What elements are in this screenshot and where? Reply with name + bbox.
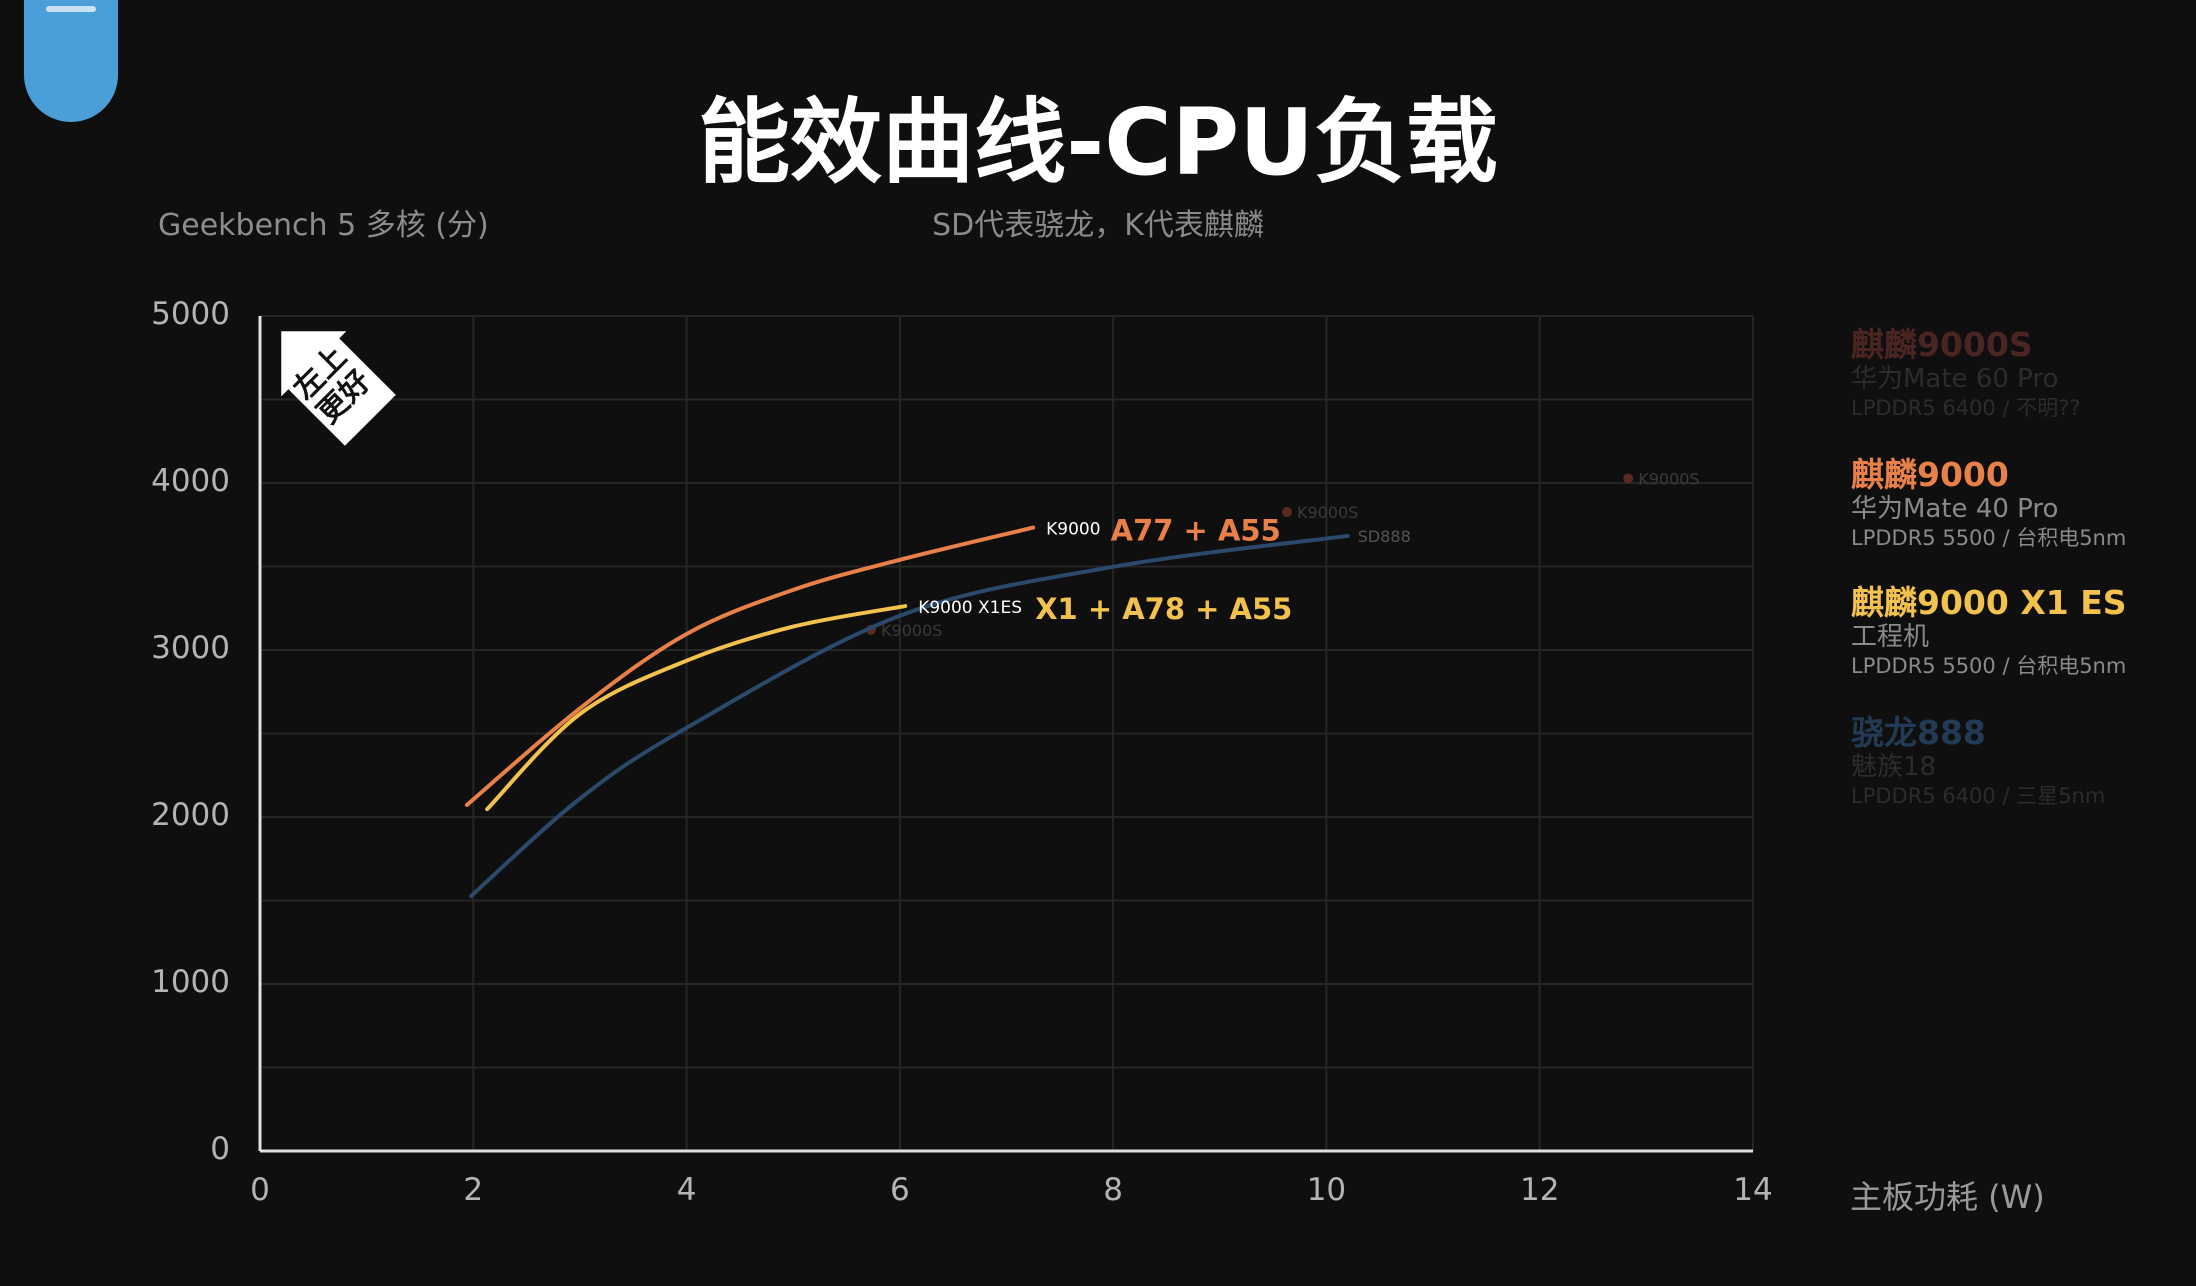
- legend-device: 华为Mate 40 Pro: [1851, 494, 2059, 524]
- arrow-up-left-icon: [281, 331, 396, 446]
- series-end-label: SD888: [1358, 527, 1411, 546]
- legend-title: 麒麟9000: [1851, 455, 2009, 494]
- y-tick-label: 4000: [151, 463, 230, 499]
- logo-mark: [46, 6, 96, 12]
- series-end-label: K9000 X1ES: [918, 598, 1022, 618]
- chart-title: 能效曲线-CPU负载: [698, 89, 1498, 196]
- point-k9000s: [1623, 473, 1634, 484]
- legend-spec: LPDDR5 6400 / 不明??: [1851, 396, 2081, 420]
- point-label: K9000S: [1638, 469, 1699, 488]
- y-tick-label: 5000: [151, 296, 230, 332]
- x-tick-label: 2: [463, 1172, 484, 1208]
- x-tick-label: 10: [1306, 1172, 1347, 1208]
- x-tick-label: 14: [1733, 1172, 1773, 1208]
- x-tick-label: 8: [1103, 1172, 1123, 1208]
- legend-title: 麒麟9000 X1 ES: [1851, 583, 2127, 622]
- better-badge: [281, 331, 396, 446]
- series-line-k9000-x1es: [485, 604, 908, 812]
- x-tick-label: 4: [676, 1172, 697, 1208]
- y-tick-label: 0: [210, 1131, 230, 1167]
- chart-subtitle: SD代表骁龙，K代表麒麟: [932, 208, 1264, 243]
- y-tick-label: 3000: [151, 630, 230, 666]
- logo: [24, 0, 118, 122]
- legend-title: 麒麟9000S: [1851, 325, 2033, 364]
- series-annotation: X1 + A78 + A55: [1035, 592, 1292, 626]
- x-tick-label: 6: [889, 1172, 910, 1208]
- series-end-label: K9000: [1046, 520, 1100, 540]
- y-tick-label: 2000: [151, 797, 230, 833]
- x-axis-label: 主板功耗 (W): [1850, 1178, 2045, 1216]
- point-label: K9000S: [881, 621, 942, 640]
- legend-spec: LPDDR5 6400 / 三星5nm: [1851, 784, 2106, 808]
- legend-spec: LPDDR5 5500 / 台积电5nm: [1851, 526, 2127, 550]
- y-tick-label: 1000: [151, 964, 230, 1000]
- legend-spec: LPDDR5 5500 / 台积电5nm: [1851, 654, 2127, 678]
- legend-title: 骁龙888: [1851, 713, 1986, 752]
- series-line-k9000: [464, 525, 1036, 807]
- point-k9000s: [1281, 507, 1292, 518]
- series-line-sd888: [469, 533, 1350, 898]
- legend-device: 工程机: [1851, 622, 1930, 652]
- x-tick-label: 12: [1519, 1172, 1560, 1208]
- series-annotation: A77 + A55: [1111, 514, 1281, 548]
- legend-device: 华为Mate 60 Pro: [1851, 364, 2059, 394]
- y-axis-label: Geekbench 5 多核 (分): [158, 208, 489, 243]
- point-label: K9000S: [1297, 503, 1358, 522]
- x-tick-label: 0: [250, 1172, 270, 1208]
- legend-device: 魅族18: [1851, 752, 1937, 782]
